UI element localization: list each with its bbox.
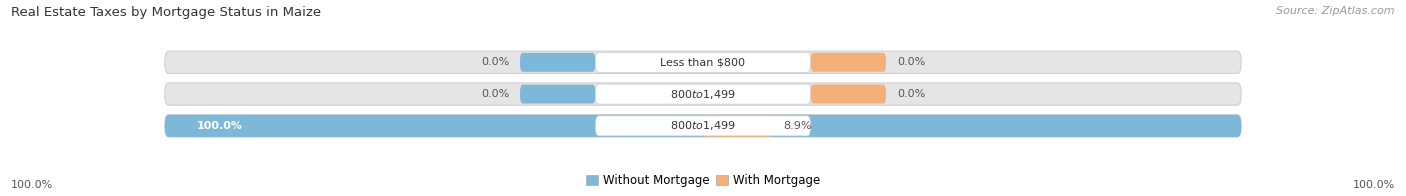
FancyBboxPatch shape <box>595 116 811 136</box>
FancyBboxPatch shape <box>165 51 1241 74</box>
Text: Less than $800: Less than $800 <box>661 57 745 67</box>
Text: 0.0%: 0.0% <box>481 89 509 99</box>
FancyBboxPatch shape <box>520 85 595 103</box>
FancyBboxPatch shape <box>595 84 811 104</box>
FancyBboxPatch shape <box>165 83 1241 105</box>
Text: 100.0%: 100.0% <box>197 121 243 131</box>
FancyBboxPatch shape <box>520 53 595 72</box>
Text: Source: ZipAtlas.com: Source: ZipAtlas.com <box>1277 6 1395 16</box>
Text: 0.0%: 0.0% <box>481 57 509 67</box>
Text: 0.0%: 0.0% <box>897 57 925 67</box>
Text: 100.0%: 100.0% <box>11 180 53 190</box>
FancyBboxPatch shape <box>811 85 886 103</box>
FancyBboxPatch shape <box>703 115 772 137</box>
FancyBboxPatch shape <box>165 115 1241 137</box>
Text: 8.9%: 8.9% <box>783 121 811 131</box>
Legend: Without Mortgage, With Mortgage: Without Mortgage, With Mortgage <box>581 169 825 192</box>
FancyBboxPatch shape <box>811 53 886 72</box>
FancyBboxPatch shape <box>165 115 1241 137</box>
Text: Real Estate Taxes by Mortgage Status in Maize: Real Estate Taxes by Mortgage Status in … <box>11 6 322 19</box>
Text: 0.0%: 0.0% <box>897 89 925 99</box>
Text: 100.0%: 100.0% <box>1353 180 1395 190</box>
FancyBboxPatch shape <box>595 52 811 72</box>
Text: $800 to $1,499: $800 to $1,499 <box>671 119 735 132</box>
Text: $800 to $1,499: $800 to $1,499 <box>671 88 735 101</box>
